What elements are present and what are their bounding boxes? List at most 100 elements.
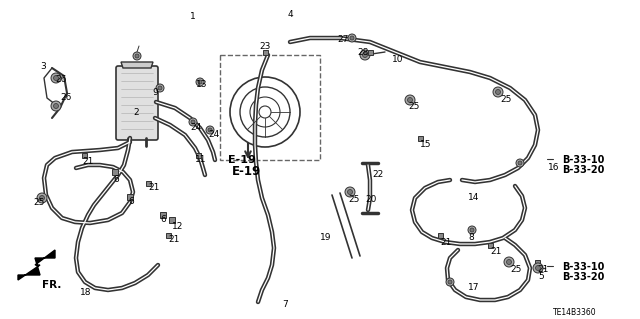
Circle shape <box>40 196 45 201</box>
Circle shape <box>206 126 214 134</box>
Circle shape <box>37 193 47 203</box>
Text: E-19: E-19 <box>232 165 261 178</box>
Circle shape <box>189 118 197 126</box>
Text: 16: 16 <box>548 163 559 172</box>
Circle shape <box>504 257 514 267</box>
Circle shape <box>208 128 212 132</box>
Text: 3: 3 <box>40 62 45 71</box>
Text: 12: 12 <box>172 222 184 231</box>
Text: 21: 21 <box>168 235 179 244</box>
Text: 21: 21 <box>148 183 159 192</box>
Bar <box>81 152 86 158</box>
Text: 9: 9 <box>152 88 157 97</box>
Circle shape <box>493 87 503 97</box>
Circle shape <box>196 78 204 86</box>
Bar <box>127 194 133 200</box>
Text: 24: 24 <box>208 130 220 139</box>
Circle shape <box>156 84 164 92</box>
Bar <box>195 152 200 158</box>
Text: 4: 4 <box>288 10 294 19</box>
Text: B-33-10: B-33-10 <box>562 155 604 165</box>
Text: 25: 25 <box>500 95 511 104</box>
Circle shape <box>198 80 202 84</box>
Circle shape <box>362 53 367 57</box>
Text: 2: 2 <box>133 108 139 117</box>
Bar <box>262 49 268 55</box>
Bar <box>367 49 372 55</box>
Circle shape <box>348 189 353 195</box>
Circle shape <box>518 161 522 165</box>
Circle shape <box>54 103 58 108</box>
Text: 21: 21 <box>82 157 93 166</box>
Circle shape <box>51 73 61 83</box>
Text: B-33-10: B-33-10 <box>562 262 604 272</box>
Bar <box>220 55 320 160</box>
Text: 8: 8 <box>468 233 474 242</box>
Circle shape <box>533 263 543 273</box>
Text: 27: 27 <box>337 35 348 44</box>
Circle shape <box>536 265 541 271</box>
Circle shape <box>54 76 58 80</box>
FancyBboxPatch shape <box>116 66 158 140</box>
Text: 11: 11 <box>195 155 207 164</box>
Text: B-33-20: B-33-20 <box>562 272 604 282</box>
Text: 20: 20 <box>365 195 376 204</box>
Text: 21: 21 <box>537 265 548 274</box>
Text: 5: 5 <box>538 272 544 281</box>
Text: E-19: E-19 <box>228 155 256 165</box>
Text: 23: 23 <box>259 42 270 51</box>
Text: 28: 28 <box>357 48 369 57</box>
Polygon shape <box>121 62 153 68</box>
Text: 14: 14 <box>468 193 479 202</box>
Text: 13: 13 <box>196 80 207 89</box>
Circle shape <box>448 280 452 284</box>
Circle shape <box>470 228 474 232</box>
Circle shape <box>506 259 511 264</box>
Text: 25: 25 <box>33 198 44 207</box>
Circle shape <box>360 50 370 60</box>
Text: 15: 15 <box>420 140 431 149</box>
Bar <box>438 233 442 238</box>
Text: 6: 6 <box>160 215 166 224</box>
Circle shape <box>133 52 141 60</box>
Circle shape <box>405 95 415 105</box>
Text: 21: 21 <box>490 247 501 256</box>
Bar <box>145 181 150 186</box>
Circle shape <box>516 159 524 167</box>
Text: 18: 18 <box>80 288 92 297</box>
Circle shape <box>345 187 355 197</box>
Text: 25: 25 <box>408 102 419 111</box>
Text: 7: 7 <box>282 300 288 309</box>
Bar <box>166 233 170 238</box>
Polygon shape <box>18 250 55 280</box>
Bar <box>534 259 540 264</box>
Text: 6: 6 <box>128 197 134 206</box>
Text: FR.: FR. <box>42 280 61 290</box>
Text: 25: 25 <box>348 195 360 204</box>
Circle shape <box>495 90 500 94</box>
Text: 26: 26 <box>60 93 72 102</box>
Text: 25: 25 <box>510 265 522 274</box>
Bar <box>488 242 493 248</box>
Bar <box>169 217 175 223</box>
Text: 19: 19 <box>320 233 332 242</box>
Text: 21: 21 <box>440 238 451 247</box>
Text: TE14B3360: TE14B3360 <box>553 308 596 317</box>
Circle shape <box>51 101 61 111</box>
Text: 24: 24 <box>190 123 201 132</box>
Bar <box>160 212 166 218</box>
Circle shape <box>408 98 413 102</box>
Text: 6: 6 <box>113 175 119 184</box>
Circle shape <box>191 120 195 124</box>
Circle shape <box>446 278 454 286</box>
Bar <box>417 136 422 140</box>
Circle shape <box>158 86 162 90</box>
Text: 26: 26 <box>55 75 67 84</box>
Circle shape <box>348 34 356 42</box>
Bar <box>112 169 118 175</box>
Circle shape <box>135 54 139 58</box>
Text: B-33-20: B-33-20 <box>562 165 604 175</box>
Text: 17: 17 <box>468 283 479 292</box>
Text: 1: 1 <box>190 12 196 21</box>
Text: 10: 10 <box>392 55 403 64</box>
